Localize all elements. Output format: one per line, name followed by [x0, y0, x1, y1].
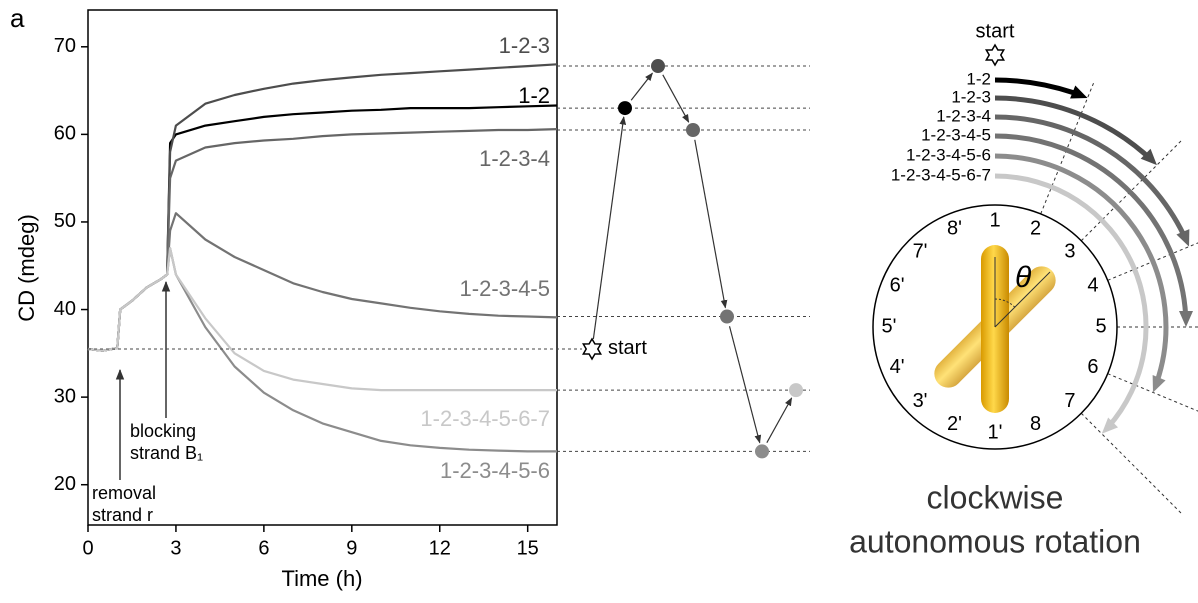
- state-dot: [651, 59, 665, 74]
- angle-symbol: θ: [1015, 261, 1032, 294]
- annotation: removal: [92, 483, 156, 503]
- x-tick-label: 9: [346, 537, 357, 559]
- x-tick-label: 3: [170, 537, 181, 559]
- arc-arrowhead: [1179, 311, 1193, 327]
- step-arrow: [630, 72, 653, 101]
- annotation: blocking: [130, 421, 196, 441]
- x-tick-label: 0: [82, 537, 93, 559]
- series-label: 1-2: [518, 83, 550, 108]
- clock-number: 7: [1064, 390, 1075, 412]
- step-arrow: [694, 139, 728, 309]
- x-axis-title: Time (h): [281, 566, 362, 591]
- series-label: 1-2-3-4-5-6-7: [420, 406, 550, 431]
- clock-number: 1': [988, 421, 1003, 443]
- rotation-arc: [994, 173, 1149, 429]
- state-dot: [789, 383, 803, 398]
- arc-label: 1-2-3-4-5-6: [906, 145, 991, 164]
- arc-arrowhead: [1101, 417, 1119, 434]
- clock-number: 8: [1030, 413, 1041, 435]
- guide-line: [1080, 412, 1183, 515]
- arc-arrowhead: [1176, 229, 1190, 247]
- arc-label: 1-2: [966, 69, 991, 88]
- arc-label: 1-2-3: [951, 87, 991, 106]
- clock-number: 3: [1064, 240, 1075, 262]
- series-line: [87, 247, 557, 392]
- clock-number: 2: [1030, 217, 1041, 239]
- arc-label: 1-2-3-4: [936, 106, 991, 125]
- y-tick-label: 70: [54, 35, 76, 57]
- angle-arc: [994, 298, 1016, 308]
- x-tick-label: 6: [258, 537, 269, 559]
- rotation-arc: [994, 153, 1169, 384]
- clock-number: 7': [913, 240, 928, 262]
- arc-arrowhead: [1070, 85, 1088, 99]
- clock-number: 5: [1095, 315, 1106, 337]
- rotation-arc: [994, 77, 1075, 96]
- state-dot: [686, 122, 700, 137]
- annotation: strand B₁: [130, 443, 203, 463]
- series-label: 1-2-3-4-5: [460, 276, 550, 301]
- arc-label: 1-2-3-4-5: [921, 125, 991, 144]
- clock-number: 5': [882, 315, 897, 337]
- plot-frame: [87, 9, 558, 526]
- rotation-arc: [994, 133, 1189, 316]
- state-dot: [755, 444, 769, 459]
- start-label: start: [608, 337, 647, 359]
- step-arrow: [592, 116, 627, 340]
- axis-line: [994, 271, 1051, 328]
- arc-label: 1-2-3-4-5-6-7: [891, 165, 991, 184]
- clock-number: 4: [1087, 275, 1098, 297]
- start-label: start: [976, 20, 1015, 42]
- clock-number: 2': [947, 413, 962, 435]
- arc-arrowhead: [1140, 148, 1157, 166]
- y-axis-title: CD (mdeg): [14, 214, 39, 322]
- clock-number: 8': [947, 217, 962, 239]
- clock-number: 4': [890, 356, 905, 378]
- y-tick-label: 20: [54, 473, 76, 495]
- y-tick-label: 40: [54, 298, 76, 320]
- step-arrow: [662, 74, 690, 123]
- x-tick-label: 12: [429, 537, 451, 559]
- clock-number: 3': [913, 390, 928, 412]
- arc-arrowhead: [1152, 374, 1166, 393]
- step-arrow: [766, 397, 793, 443]
- series-label: 1-2-3-4-5-6: [440, 458, 550, 483]
- series-label: 1-2-3: [499, 33, 550, 58]
- rotation-arc: [994, 95, 1149, 158]
- step-arrow: [728, 326, 762, 444]
- series-label: 1-2-3-4: [479, 146, 550, 171]
- caption: autonomous rotation: [849, 523, 1141, 559]
- y-tick-label: 30: [54, 385, 76, 407]
- state-dot: [618, 101, 632, 116]
- rotation-arc: [994, 114, 1187, 237]
- start-marker: [581, 337, 603, 361]
- y-tick-label: 60: [54, 123, 76, 145]
- clock-number: 1: [989, 209, 1000, 231]
- clock-number: 6: [1087, 356, 1098, 378]
- caption: clockwise: [927, 479, 1064, 515]
- y-tick-label: 50: [54, 210, 76, 232]
- start-marker: [984, 43, 1006, 67]
- nanorod: [981, 245, 1009, 413]
- annotation: strand r: [92, 505, 153, 525]
- clock-number: 6': [890, 275, 905, 297]
- panel-label: a: [10, 3, 25, 33]
- x-tick-label: 15: [517, 537, 539, 559]
- state-dot: [720, 309, 734, 324]
